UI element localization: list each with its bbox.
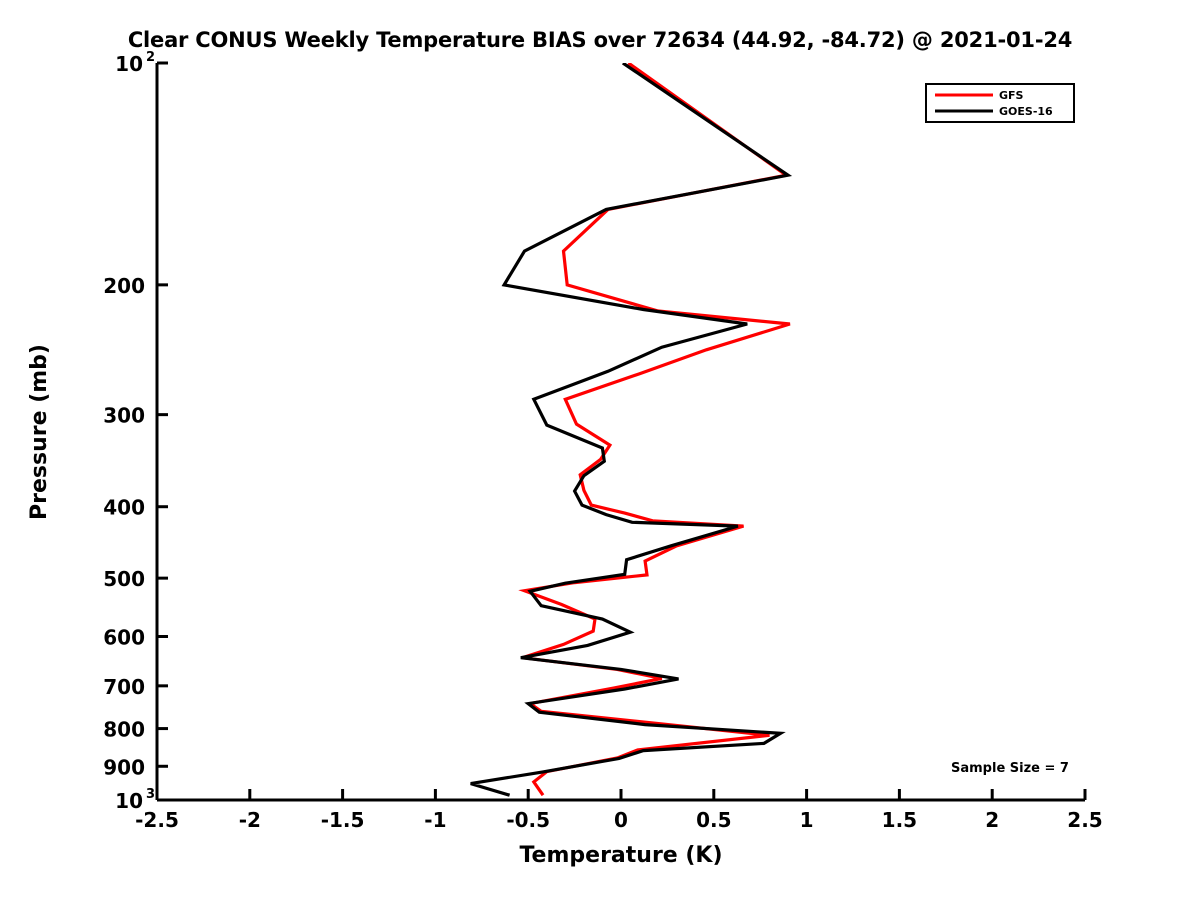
y-axis-label: Pressure (mb)	[27, 344, 52, 520]
x-tick-label: 2	[985, 808, 999, 832]
x-tick-label: -2.5	[135, 808, 179, 832]
y-tick-label-exponent: 3	[146, 787, 155, 802]
y-tick-label: 900	[103, 755, 145, 779]
data-series-layer	[470, 63, 793, 797]
y-tick-label: 600	[103, 625, 145, 649]
x-tick-label: -0.5	[506, 808, 550, 832]
x-axis-ticks: -2.5 -2 -1.5 -1 -0.5 0 0.5 1 1.5 2 2.5	[135, 789, 1103, 832]
y-tick-label: 10	[115, 52, 143, 76]
x-tick-label: 1.5	[882, 808, 917, 832]
x-tick-label: 1	[800, 808, 814, 832]
y-tick-label: 200	[103, 274, 145, 298]
legend[interactable]: GFS GOES-16	[925, 83, 1075, 123]
x-tick-label: -1.5	[321, 808, 365, 832]
x-tick-label: -2	[239, 808, 261, 832]
legend-label-goes-16: GOES-16	[999, 105, 1053, 118]
x-tick-label: 0.5	[696, 808, 731, 832]
series-line-goes-16	[470, 63, 793, 797]
y-tick-label: 800	[103, 718, 145, 742]
x-tick-label: -1	[424, 808, 446, 832]
x-axis-label: Temperature (K)	[519, 843, 722, 868]
legend-label-gfs: GFS	[999, 89, 1024, 102]
x-tick-label: 2.5	[1067, 808, 1102, 832]
page-title: Clear CONUS Weekly Temperature BIAS over…	[127, 28, 1073, 52]
y-tick-label: 300	[103, 404, 145, 428]
legend-box	[925, 83, 1075, 123]
legend-entry-gfs[interactable]: GFS	[935, 89, 1024, 102]
y-tick-label: 400	[103, 496, 145, 520]
legend-entry-goes-16[interactable]: GOES-16	[935, 105, 1053, 118]
series-line-gfs	[518, 63, 791, 797]
y-tick-label: 10	[115, 789, 143, 813]
y-tick-label: 500	[103, 567, 145, 591]
sample-size-annotation: Sample Size = 7	[951, 761, 1069, 776]
y-tick-label-exponent: 2	[146, 50, 155, 65]
x-tick-label: 0	[614, 808, 628, 832]
y-tick-label: 700	[103, 675, 145, 699]
